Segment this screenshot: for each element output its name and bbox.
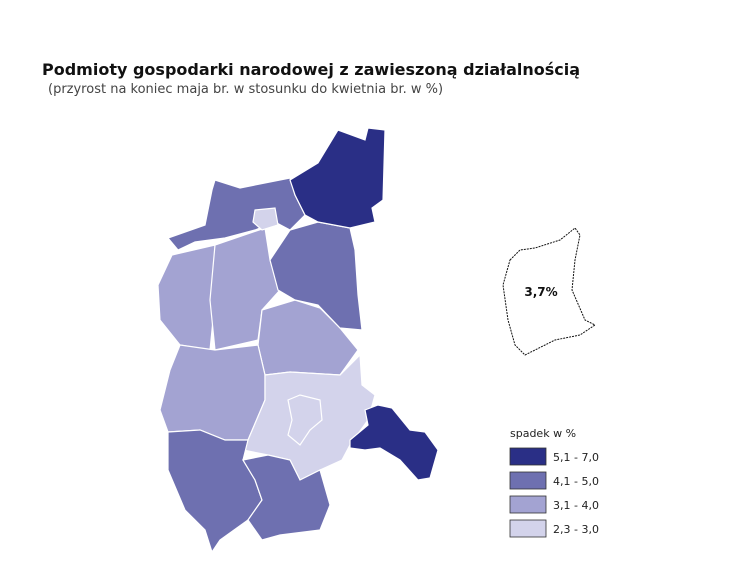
- legend: 5,1 - 7,0 4,1 - 5,0 3,1 - 4,0 2,3 - 3,0: [509, 447, 599, 538]
- title: Podmioty gospodarki narodowej z zawieszo…: [42, 60, 580, 79]
- inset-outline: [502, 227, 596, 356]
- legend-swatch: [509, 519, 547, 538]
- inset-label: 3,7%: [524, 285, 557, 299]
- legend-label: 3,1 - 4,0: [553, 499, 599, 512]
- legend-swatch: [509, 447, 547, 466]
- region: [287, 394, 323, 446]
- legend-label: 5,1 - 7,0: [553, 451, 599, 464]
- region: [252, 207, 279, 231]
- region: [349, 404, 439, 481]
- region: [289, 127, 386, 229]
- legend-label: 2,3 - 3,0: [553, 523, 599, 536]
- region: [157, 244, 216, 351]
- region: [242, 454, 331, 541]
- region-map: [157, 127, 439, 554]
- region: [159, 344, 266, 441]
- subtitle: (przyrost na koniec maja br. w stosunku …: [48, 82, 443, 97]
- legend-title: spadek w %: [510, 427, 576, 440]
- legend-swatch: [509, 471, 547, 490]
- legend-swatch: [509, 495, 547, 514]
- legend-label: 4,1 - 5,0: [553, 475, 599, 488]
